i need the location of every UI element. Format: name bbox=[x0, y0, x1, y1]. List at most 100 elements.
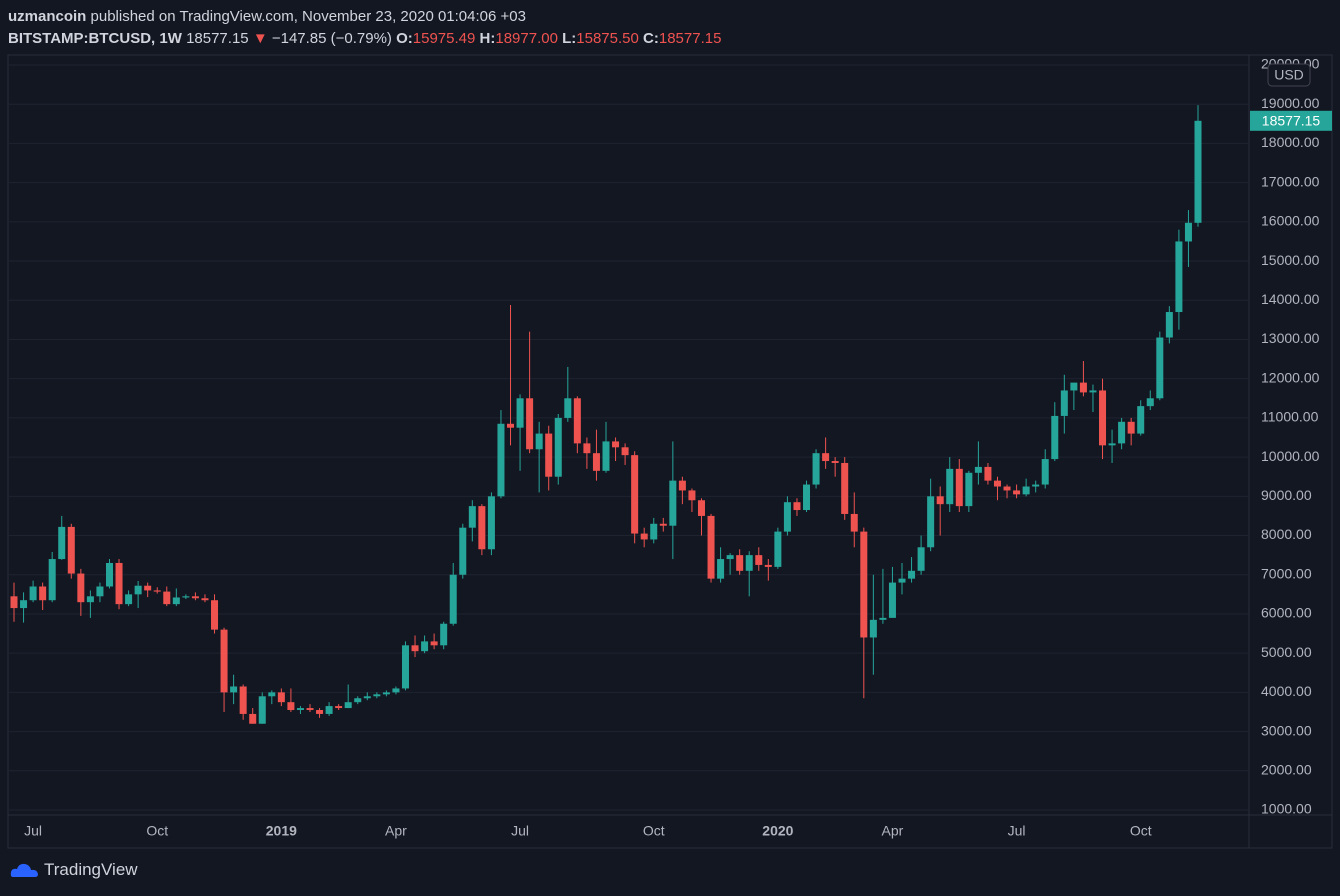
candle-body bbox=[172, 597, 180, 605]
candle-body bbox=[1070, 382, 1078, 391]
candle-body bbox=[1127, 421, 1135, 434]
candle-body bbox=[1089, 390, 1097, 393]
candle-body bbox=[1079, 382, 1087, 393]
candle-body bbox=[478, 506, 486, 550]
candle-body bbox=[831, 461, 839, 463]
candle-body bbox=[258, 696, 266, 724]
candle-body bbox=[191, 596, 199, 599]
currency-badge bbox=[1267, 63, 1311, 87]
candle-body bbox=[96, 586, 104, 597]
candle-body bbox=[20, 600, 28, 609]
candle-body bbox=[793, 502, 801, 511]
candle-body bbox=[1032, 484, 1040, 487]
candle-body bbox=[822, 453, 830, 462]
candle-body bbox=[573, 398, 581, 444]
candle-body bbox=[401, 645, 409, 689]
candle-body bbox=[201, 598, 209, 601]
candle-body bbox=[48, 559, 56, 601]
candle-body bbox=[965, 472, 973, 507]
candle-body bbox=[688, 490, 696, 501]
y-tick-label: 17000.00 bbox=[1261, 173, 1320, 189]
y-tick-label: 2000.00 bbox=[1261, 761, 1312, 777]
candle-body bbox=[1184, 222, 1192, 242]
candle-body bbox=[927, 496, 935, 548]
change: −147.85 (−0.79%) bbox=[271, 30, 392, 47]
candle-body bbox=[77, 573, 85, 603]
candle-body bbox=[650, 523, 658, 540]
h-label: H: bbox=[479, 30, 496, 47]
candle-body bbox=[697, 500, 705, 516]
candle-body bbox=[153, 590, 161, 592]
y-tick-label: 15000.00 bbox=[1261, 252, 1320, 268]
candle-body bbox=[612, 441, 620, 448]
candle-body bbox=[296, 708, 304, 711]
last: 18577.15 bbox=[186, 30, 249, 47]
x-tick-label: Oct bbox=[643, 823, 665, 839]
candle-body bbox=[220, 629, 228, 693]
candle-body bbox=[421, 641, 429, 652]
candle-body bbox=[287, 702, 295, 711]
currency-label: USD bbox=[1274, 67, 1304, 83]
candle-body bbox=[860, 531, 868, 638]
last-price-tag bbox=[1250, 110, 1332, 131]
o-label: O: bbox=[396, 30, 413, 47]
candle-body bbox=[583, 443, 591, 454]
author: uzmancoin bbox=[8, 8, 87, 25]
candle-body bbox=[211, 600, 219, 630]
published: published on TradingView.com, November 2… bbox=[90, 8, 526, 25]
x-tick-label: Jul bbox=[511, 823, 529, 839]
candle-body bbox=[239, 686, 247, 714]
l-value: 15875.50 bbox=[576, 30, 639, 47]
candle-body bbox=[354, 698, 362, 703]
candle-body bbox=[535, 433, 543, 450]
candle-body bbox=[812, 453, 820, 485]
candle-body bbox=[125, 594, 133, 605]
symbol-line: BITSTAMP:BTCUSD, 1W 18577.15 ▼ −147.85 (… bbox=[8, 28, 721, 50]
candle-body bbox=[86, 596, 94, 603]
brand[interactable]: TradingView bbox=[44, 860, 138, 879]
candle-body bbox=[468, 506, 476, 528]
x-tick-label: Oct bbox=[146, 823, 168, 839]
candle-body bbox=[1060, 390, 1068, 416]
candle-body bbox=[144, 585, 152, 591]
candle-body bbox=[631, 455, 639, 534]
candle-body bbox=[707, 515, 715, 579]
y-tick-label: 10000.00 bbox=[1261, 448, 1320, 464]
y-tick-label: 4000.00 bbox=[1261, 683, 1312, 699]
c-label: C: bbox=[643, 30, 659, 47]
y-tick-label: 3000.00 bbox=[1261, 722, 1312, 738]
x-tick-label: Apr bbox=[882, 823, 904, 839]
candle-body bbox=[1003, 486, 1011, 491]
candle-body bbox=[411, 645, 419, 652]
candle-body bbox=[841, 462, 849, 514]
candle-body bbox=[249, 713, 257, 724]
candle-body bbox=[726, 555, 734, 560]
candle-body bbox=[1118, 421, 1126, 444]
y-tick-label: 19000.00 bbox=[1261, 95, 1320, 111]
candle-body bbox=[1099, 390, 1107, 446]
c-value: 18577.15 bbox=[658, 30, 722, 47]
candle-body bbox=[182, 596, 190, 598]
candle-body bbox=[516, 398, 524, 428]
candle-body bbox=[277, 692, 285, 703]
x-tick-label: Jul bbox=[1008, 823, 1026, 839]
candle-body bbox=[898, 578, 906, 583]
candle-body bbox=[449, 574, 457, 624]
candle-body bbox=[1175, 241, 1183, 313]
candle-body bbox=[507, 423, 515, 428]
candle-body bbox=[1165, 312, 1173, 338]
footer: TradingView bbox=[10, 860, 138, 880]
candle-body bbox=[58, 526, 66, 560]
candle-body bbox=[344, 702, 352, 709]
x-tick-label: 2020 bbox=[762, 823, 793, 839]
candle-body bbox=[29, 586, 37, 601]
candle-body bbox=[545, 433, 553, 477]
candle-body bbox=[659, 523, 667, 526]
candle-body bbox=[1013, 490, 1021, 495]
logo-icon bbox=[10, 863, 38, 877]
candle-body bbox=[908, 570, 916, 579]
candle-body bbox=[936, 496, 944, 505]
y-tick-label: 1000.00 bbox=[1261, 801, 1312, 817]
